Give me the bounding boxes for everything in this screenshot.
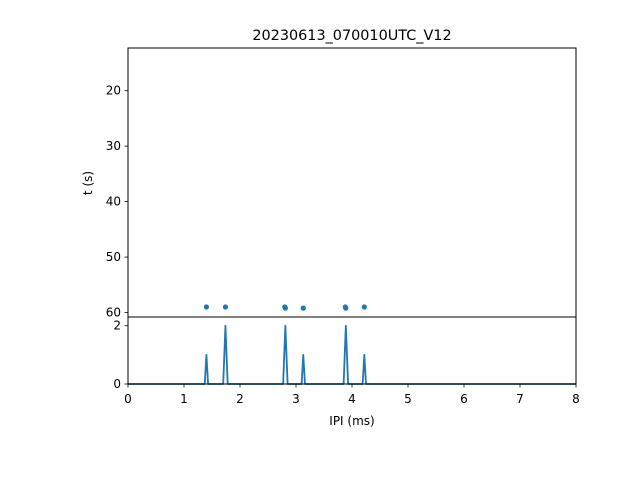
scatter-point	[343, 305, 349, 311]
top-axes-frame	[127, 47, 577, 318]
bottom-x-tick-label: 3	[292, 392, 300, 406]
bottom-x-tick-label: 7	[516, 392, 524, 406]
bottom-x-tick-label: 2	[236, 392, 244, 406]
top-y-tick-label: 20	[106, 84, 121, 98]
bottom-x-tick-label: 1	[180, 392, 188, 406]
bottom-y-tick-label: 2	[113, 319, 121, 333]
top-y-axis-label: t (s)	[81, 171, 95, 195]
bottom-axes-frame	[127, 316, 577, 385]
bottom-x-tick-label: 6	[460, 392, 468, 406]
scatter-point	[361, 304, 367, 310]
bottom-x-tick-label: 8	[572, 392, 580, 406]
top-y-tick-label: 40	[106, 195, 121, 209]
top-panel: 20 30 40 50 60	[106, 47, 577, 320]
top-y-tick-label: 50	[106, 250, 121, 264]
scatter-point	[203, 304, 209, 310]
bottom-x-tick-label: 4	[348, 392, 356, 406]
bottom-y-tick-label: 0	[113, 377, 121, 391]
bottom-x-tick-label: 5	[404, 392, 412, 406]
scatter-point	[300, 305, 306, 311]
top-y-tick-label: 30	[106, 139, 121, 153]
scatter-point	[222, 304, 229, 310]
ipi-line-series	[128, 324, 576, 385]
chart-title: 20230613_070010UTC_V12	[252, 28, 451, 44]
bottom-x-axis-label: IPI (ms)	[329, 414, 374, 428]
top-y-tick-label: 60	[106, 306, 121, 320]
bottom-x-tick-label: 0	[124, 392, 132, 406]
bottom-panel: 0 2 0 1 2 3 4 5 6 7 8	[113, 316, 580, 406]
scatter-point	[282, 305, 288, 311]
